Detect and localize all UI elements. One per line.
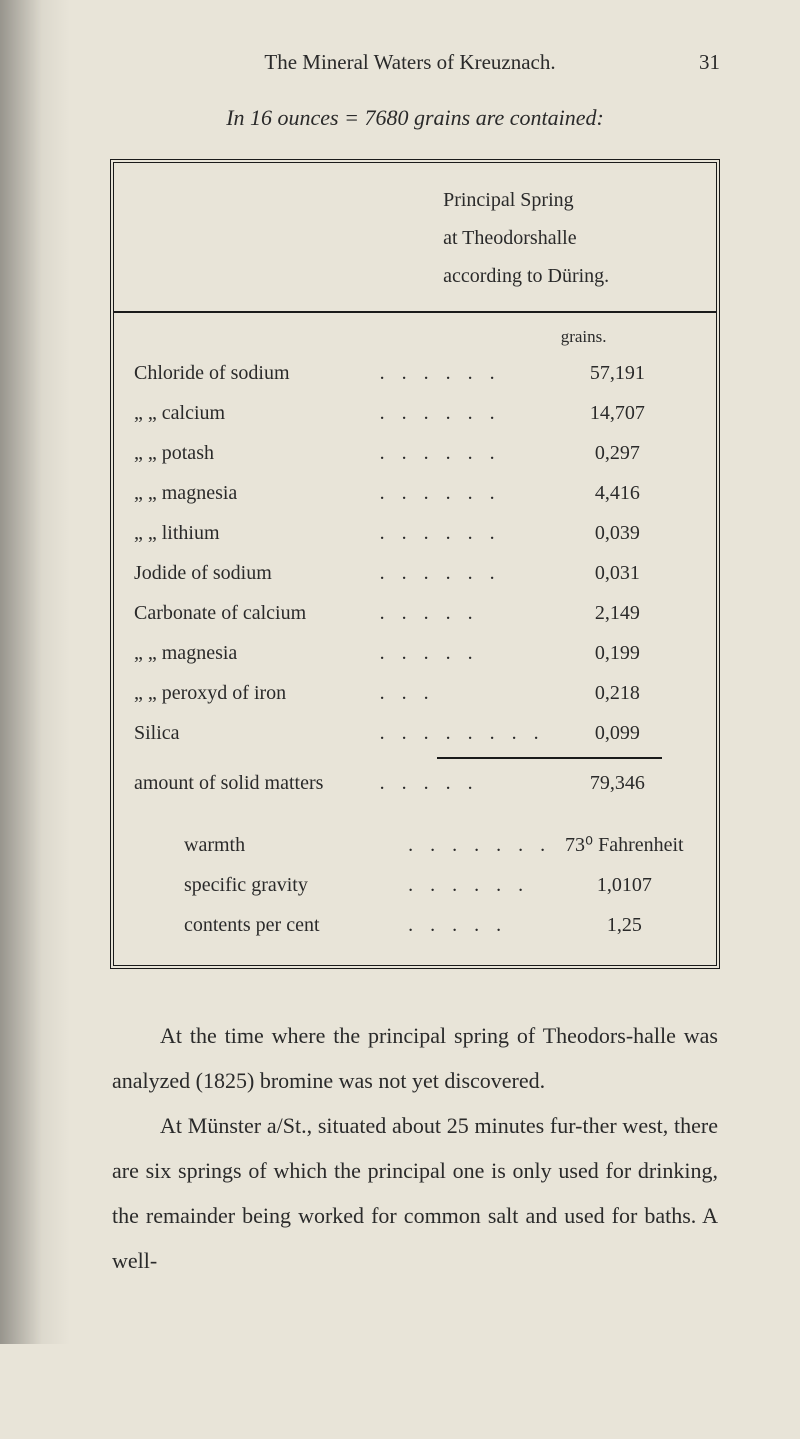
row-label: amount of solid matters [134,763,376,803]
table-row: „ „ lithium . . . . . . 0,039 [134,513,696,553]
leader-dots: . . . . . . [376,393,539,433]
row-label: Silica [134,713,376,753]
row-value: 2,149 [539,593,696,633]
running-title: The Mineral Waters of Kreuznach. [140,50,680,75]
header-line-1: Principal Spring [443,181,696,219]
row-value: 57,191 [539,353,696,393]
leader-dots: . . . . . [404,905,552,945]
row-value: 4,416 [539,473,696,513]
table-header: Principal Spring at Theodorshalle accord… [114,163,716,313]
header-line-2: at Theodorshalle [443,219,696,257]
table-row: Jodide of sodium . . . . . . 0,031 [134,553,696,593]
table-caption: In 16 ounces = 7680 grains are contained… [100,105,730,131]
row-label: specific gravity [184,865,404,905]
row-value: 0,099 [539,713,696,753]
row-value: 1,25 [553,905,696,945]
page-container: The Mineral Waters of Kreuznach. 31 In 1… [0,0,800,1344]
row-value: 0,218 [539,673,696,713]
row-label: „ „ magnesia [134,473,376,513]
row-label: „ „ peroxyd of iron [134,673,376,713]
row-value: 14,707 [539,393,696,433]
leader-dots: . . . . . . [376,353,539,393]
footer-row: warmth . . . . . . . . 73⁰ Fahrenheit [134,825,696,865]
leader-dots: . . . . . . . . [404,825,552,865]
table-row: „ „ magnesia . . . . . 0,199 [134,633,696,673]
row-label: Carbonate of calcium [134,593,376,633]
row-label: „ „ lithium [134,513,376,553]
composition-table: Principal Spring at Theodorshalle accord… [110,159,720,969]
leader-dots: . . . . . . . . . . [376,713,539,753]
row-label: Chloride of sodium [134,353,376,393]
table-row: „ „ calcium . . . . . . 14,707 [134,393,696,433]
leader-dots: . . . . . [376,593,539,633]
paragraph-2: At Münster a/St., situated about 25 minu… [112,1103,718,1283]
footer-row: specific gravity . . . . . . 1,0107 [134,865,696,905]
row-value: 0,031 [539,553,696,593]
row-value: 0,039 [539,513,696,553]
leader-dots: . . . . . . [404,865,552,905]
row-label: „ „ potash [134,433,376,473]
leader-dots: . . . . . . [376,433,539,473]
leader-dots: . . . . . . [376,553,539,593]
row-value: 1,0107 [553,865,696,905]
table-body: grains. Chloride of sodium . . . . . . 5… [114,313,716,965]
leader-dots: . . . . . . [376,513,539,553]
paragraph-1: At the time where the principal spring o… [112,1013,718,1103]
grains-unit: grains. [471,327,696,347]
table-row: Silica . . . . . . . . . . 0,099 [134,713,696,753]
row-value: 0,297 [539,433,696,473]
row-value: 79,346 [539,763,696,803]
binding-shadow [0,0,70,1344]
table-row: „ „ magnesia . . . . . . 4,416 [134,473,696,513]
amount-row: amount of solid matters . . . . . 79,346 [134,763,696,803]
leader-dots: . . . . . [376,633,539,673]
row-label: contents per cent [184,905,404,945]
row-value: 73⁰ Fahrenheit [553,825,696,865]
page-header: The Mineral Waters of Kreuznach. 31 [100,50,730,75]
table-row: „ „ potash . . . . . . 0,297 [134,433,696,473]
row-label: „ „ magnesia [134,633,376,673]
table-row: Carbonate of calcium . . . . . 2,149 [134,593,696,633]
table-row: „ „ peroxyd of iron . . . 0,218 [134,673,696,713]
leader-dots: . . . [376,673,539,713]
row-label: warmth [184,825,404,865]
row-label: „ „ calcium [134,393,376,433]
header-line-3: according to Düring. [443,257,696,295]
row-label: Jodide of sodium [134,553,376,593]
table-row: Chloride of sodium . . . . . . 57,191 [134,353,696,393]
row-value: 0,199 [539,633,696,673]
subtotal-rule [437,757,662,759]
leader-dots: . . . . . [376,763,539,803]
body-text: At the time where the principal spring o… [100,1013,730,1284]
footer-row: contents per cent . . . . . 1,25 [134,905,696,945]
page-number: 31 [680,50,720,75]
leader-dots: . . . . . . [376,473,539,513]
grains-unit-row: grains. [134,327,696,347]
